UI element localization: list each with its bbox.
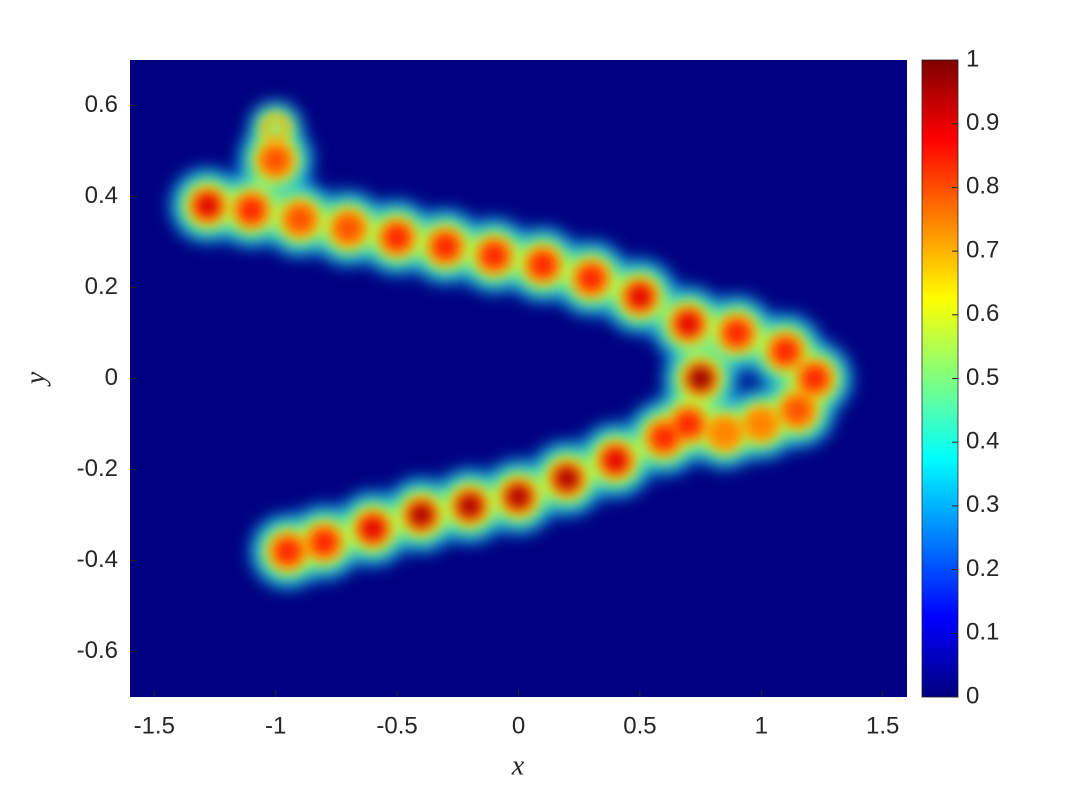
y-tick-label: -0.6 xyxy=(77,637,118,664)
field-point xyxy=(627,284,652,309)
x-tick-label: -0.5 xyxy=(376,712,417,739)
field-point xyxy=(267,119,285,137)
field-point xyxy=(275,539,300,564)
field-point xyxy=(713,421,737,445)
x-tick-label: -1.5 xyxy=(134,712,175,739)
colorbar-tick-label: 0.1 xyxy=(966,619,999,646)
field-point xyxy=(773,339,798,364)
field-point xyxy=(239,198,264,223)
field-point xyxy=(409,503,434,527)
field-point xyxy=(579,266,604,291)
field-point xyxy=(725,321,750,345)
colorbar-tick-label: 0.6 xyxy=(966,300,999,327)
colorbar-tick-label: 0.5 xyxy=(966,364,999,391)
field-point xyxy=(263,148,288,173)
field-layer xyxy=(195,119,827,564)
field-point xyxy=(688,366,713,391)
field-point xyxy=(555,466,580,491)
y-tick-label: -0.2 xyxy=(77,455,118,482)
field-point xyxy=(785,398,810,423)
x-tick-label: -1 xyxy=(265,712,286,739)
field-point xyxy=(385,225,410,250)
field-point xyxy=(802,366,827,391)
field-point xyxy=(195,193,220,218)
field-point xyxy=(482,243,507,268)
x-tick-label: 1 xyxy=(755,712,768,739)
colorbar-tick-label: 0.3 xyxy=(966,491,999,518)
colorbar-tick-label: 0.8 xyxy=(966,173,999,200)
field-point xyxy=(530,252,555,277)
field-point xyxy=(312,530,337,555)
x-axis-label: x xyxy=(511,750,525,781)
y-tick-label: 0.4 xyxy=(85,182,118,209)
x-tick-label: 1.5 xyxy=(866,712,899,739)
field-point xyxy=(676,412,701,436)
colorbar-tick-label: 0 xyxy=(966,682,979,709)
field-point xyxy=(287,207,312,232)
colorbar-tick-label: 0.7 xyxy=(966,236,999,263)
y-tick-label: -0.4 xyxy=(77,546,118,573)
colorbar-tick-label: 0.4 xyxy=(966,428,999,455)
colorbar-tick-label: 0.9 xyxy=(966,109,999,136)
field xyxy=(171,103,851,588)
x-tick-label: 0 xyxy=(512,712,525,739)
y-tick-label: 0.2 xyxy=(85,273,118,300)
field-point xyxy=(603,448,628,473)
field-point xyxy=(676,311,701,336)
field-point xyxy=(652,425,677,450)
colorbar-tick-label: 0.2 xyxy=(966,555,999,582)
field-point xyxy=(749,412,773,436)
field-point xyxy=(360,516,385,541)
colorbar-tick-label: 1 xyxy=(966,45,979,72)
y-tick-label: 0 xyxy=(105,364,118,391)
field-point xyxy=(336,216,361,241)
x-tick-label: 0.5 xyxy=(623,712,656,739)
field-point xyxy=(433,234,458,259)
y-tick-label: 0.6 xyxy=(85,91,118,118)
field-point xyxy=(506,484,531,509)
field-point xyxy=(457,493,482,518)
y-axis-label: y xyxy=(20,371,51,387)
